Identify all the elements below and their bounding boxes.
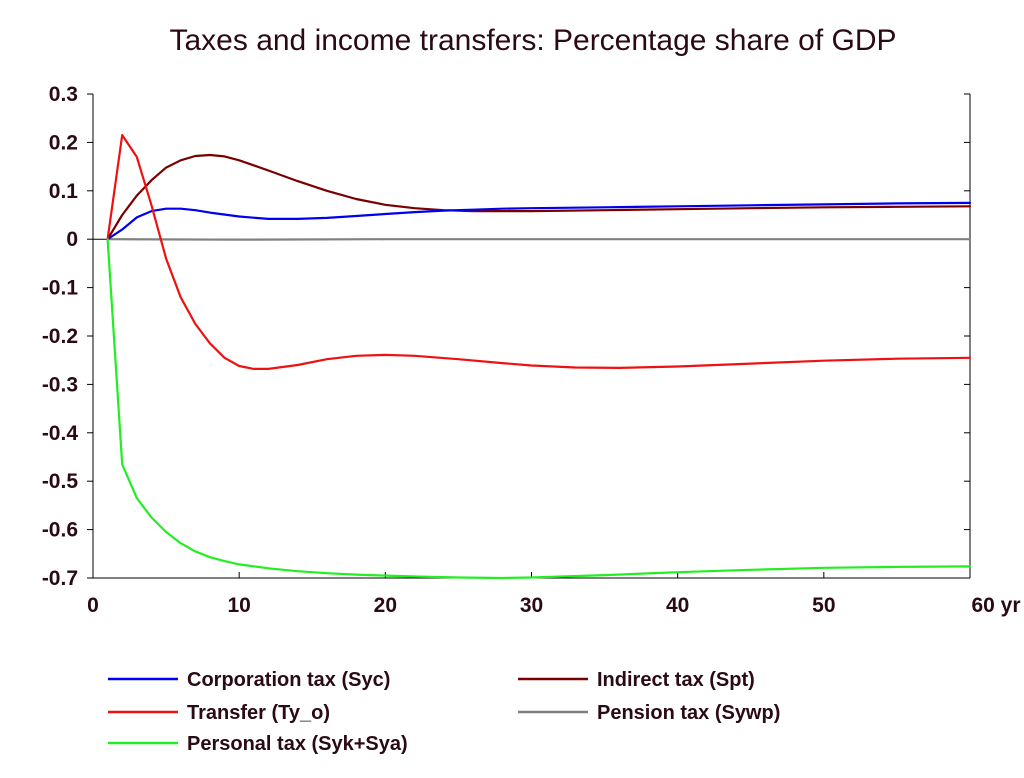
legend-item: Personal tax (Syk+Sya) <box>108 733 408 755</box>
legend-label: Personal tax (Syk+Sya) <box>187 733 408 755</box>
y-tick-label: 0.1 <box>49 180 79 203</box>
x-tick-label: 20 <box>374 594 397 617</box>
x-tick-label: 60 yr <box>971 594 1020 617</box>
y-tick-label: 0 <box>66 228 78 251</box>
legend-item: Transfer (Ty_o) <box>108 702 330 724</box>
y-tick-label: -0.3 <box>42 373 78 396</box>
legend-item: Pension tax (Sywp) <box>518 702 780 724</box>
y-tick-label: -0.6 <box>42 519 78 542</box>
series-line-personal <box>106 238 972 580</box>
legend-item: Indirect tax (Spt) <box>518 669 755 691</box>
legend-label: Corporation tax (Syc) <box>187 669 390 691</box>
y-tick-label: -0.2 <box>42 325 78 348</box>
legend-label: Pension tax (Sywp) <box>597 702 780 724</box>
series-line-indirect <box>106 153 972 241</box>
y-tick-label: -0.4 <box>42 422 79 445</box>
series-layer <box>106 134 972 580</box>
x-tick-label: 50 <box>812 594 835 617</box>
x-tick-label: 0 <box>87 594 99 617</box>
chart-title: Taxes and income transfers: Percentage s… <box>169 24 896 57</box>
legend: Corporation tax (Syc) Transfer (Ty_o) Pers… <box>108 669 780 755</box>
y-tick-label: 0.2 <box>49 131 78 154</box>
x-tick-label: 30 <box>520 594 543 617</box>
x-tick-label: 10 <box>227 594 250 617</box>
legend-item: Corporation tax (Syc) <box>108 669 390 691</box>
axes: 0.3 0.2 0.1 0 -0.1 -0.2 -0.3 -0.4 -0.5 -0.6 -0.7 0 1… <box>42 83 1021 617</box>
series-line-transfer <box>106 134 972 370</box>
x-tick-label: 40 <box>666 594 689 617</box>
y-tick-label: -0.1 <box>42 277 79 300</box>
series-line-corporation <box>106 201 972 241</box>
legend-label: Transfer (Ty_o) <box>187 702 330 724</box>
legend-label: Indirect tax (Spt) <box>597 669 755 691</box>
series-line-pension <box>106 238 972 241</box>
y-tick-label: -0.7 <box>42 567 78 590</box>
y-tick-label: -0.5 <box>42 470 79 493</box>
y-tick-label: 0.3 <box>49 83 78 106</box>
